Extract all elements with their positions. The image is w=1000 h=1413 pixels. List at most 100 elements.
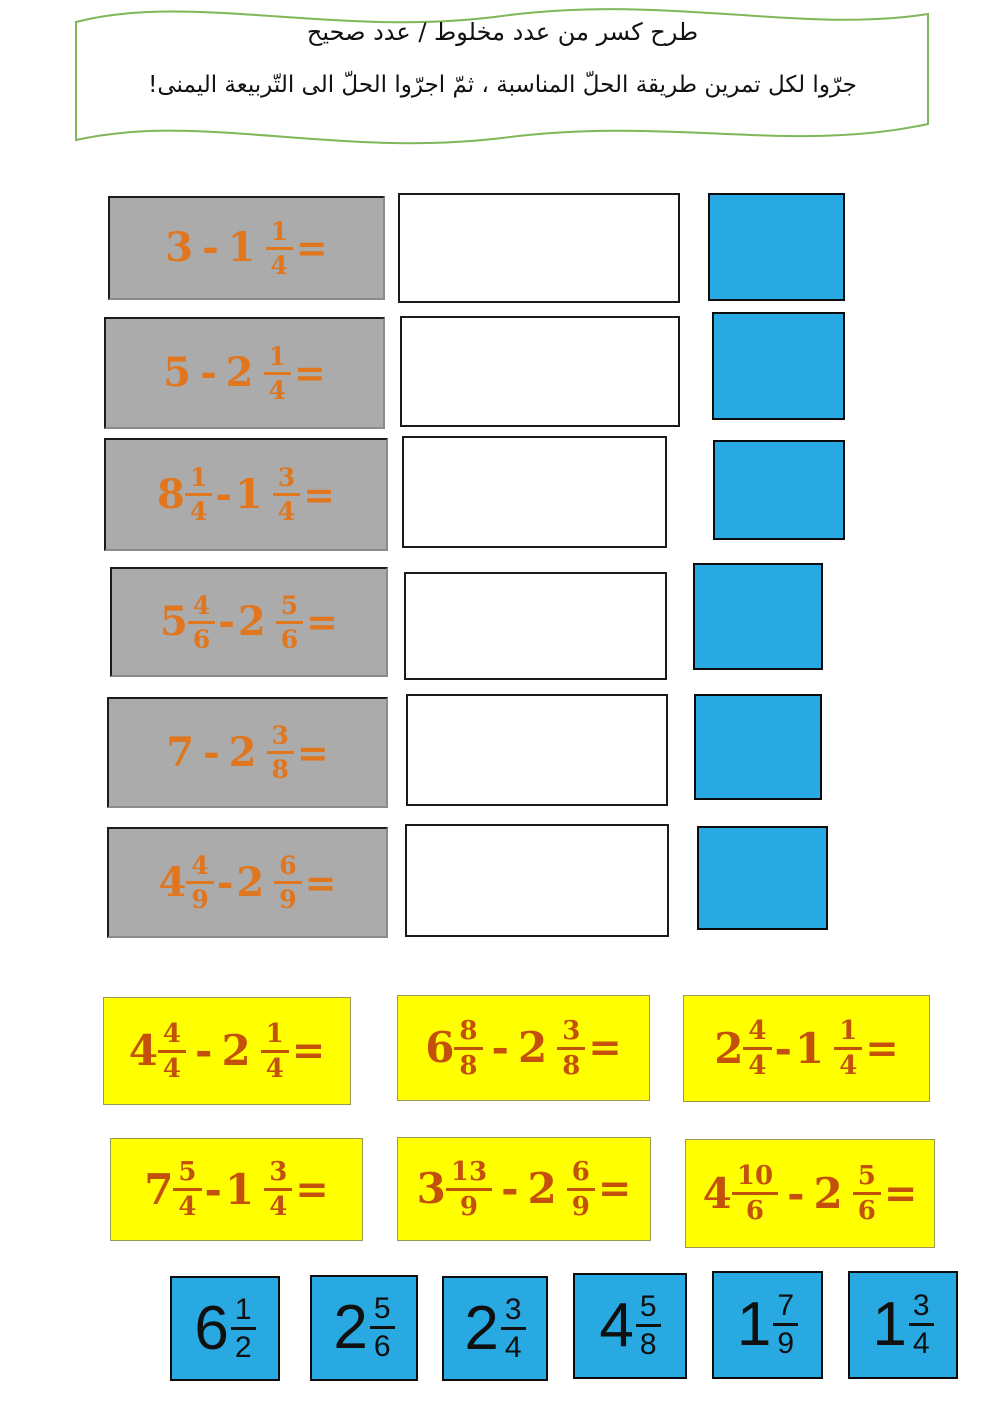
exercise-equation: 5-2 1 4 =	[163, 344, 326, 403]
exercise-card: 8 1 4-1 3 4 =	[104, 438, 388, 551]
exercise-card: 5-2 1 4 =	[104, 317, 385, 429]
whole-number: 1	[872, 1290, 907, 1359]
whole-number: 4	[128, 1026, 158, 1075]
denominator: 4	[270, 250, 288, 280]
minus-operator: -	[774, 1023, 792, 1073]
answer-dropzone[interactable]	[708, 193, 845, 301]
minus-operator: -	[195, 1026, 213, 1075]
method-card[interactable]: 7 5 4-1 3 4 =	[110, 1138, 363, 1241]
minus-operator: -	[501, 1164, 519, 1213]
method-equation: 7 5 4-1 3 4 =	[144, 1159, 329, 1220]
numerator: 1	[184, 465, 213, 496]
answer-dropzone[interactable]	[712, 312, 845, 420]
whole-number: 2	[228, 728, 257, 776]
equals-sign: =	[304, 859, 337, 905]
method-dropzone[interactable]	[404, 572, 667, 680]
whole-number: 2	[237, 598, 266, 645]
exercise-card: 5 4 6-2 5 6 =	[110, 567, 388, 677]
denominator: 9	[777, 1327, 795, 1360]
numerator: 8	[454, 1018, 483, 1050]
denominator: 8	[639, 1328, 657, 1361]
whole-number: 2	[333, 1293, 368, 1362]
denominator: 4	[277, 497, 296, 526]
answer-dropzone[interactable]	[713, 440, 845, 540]
method-dropzone[interactable]	[402, 436, 667, 548]
denominator: 9	[279, 885, 297, 914]
fraction: 10 6	[731, 1163, 779, 1224]
method-dropzone[interactable]	[406, 694, 668, 806]
numerator: 3	[908, 1291, 934, 1326]
denominator: 6	[857, 1196, 876, 1226]
denominator: 4	[748, 1051, 767, 1081]
mixed-number: 3 13 9	[417, 1159, 493, 1220]
method-card[interactable]: 6 8 8-2 3 8 =	[397, 995, 650, 1101]
numerator: 5	[852, 1163, 881, 1195]
minus-operator: -	[203, 728, 220, 776]
denominator: 8	[459, 1050, 478, 1081]
method-dropzone[interactable]	[400, 316, 680, 427]
numerator: 1	[265, 219, 293, 250]
numerator: 5	[635, 1292, 661, 1327]
minus-operator: -	[200, 349, 217, 396]
answer-dropzone[interactable]	[693, 563, 823, 670]
method-card[interactable]: 3 13 9-2 6 9 =	[397, 1137, 651, 1241]
equals-sign: =	[588, 1024, 622, 1071]
denominator: 4	[912, 1327, 930, 1360]
minus-operator: -	[787, 1168, 805, 1218]
denominator: 4	[839, 1051, 858, 1081]
numerator: 13	[445, 1159, 493, 1191]
denominator: 4	[178, 1192, 197, 1222]
denominator: 6	[192, 624, 211, 654]
denominator: 4	[268, 375, 286, 405]
equals-sign: =	[295, 225, 328, 270]
exercise-equation: 4 4 9-2 6 9 =	[159, 853, 337, 912]
numerator: 4	[743, 1018, 772, 1050]
whole-number: 6	[194, 1293, 229, 1363]
title-banner: طرح كسر من عدد مخلوط / عدد صحيح جرّوا لك…	[70, 0, 935, 170]
method-dropzone[interactable]	[405, 824, 669, 937]
fraction: 13 9	[445, 1159, 493, 1220]
method-equation: 2 4 4-1 1 4 =	[714, 1018, 899, 1079]
denominator: 8	[562, 1050, 581, 1081]
whole-number: 1	[227, 224, 256, 271]
numerator: 10	[731, 1163, 779, 1195]
numerator: 1	[834, 1018, 863, 1050]
mixed-number: 4 10 6	[703, 1163, 779, 1224]
mixed-number: 7	[166, 732, 194, 773]
method-card[interactable]: 4 10 6-2 5 6 =	[685, 1139, 935, 1248]
method-equation: 6 8 8-2 3 8 =	[425, 1018, 622, 1079]
method-dropzone[interactable]	[398, 193, 680, 303]
answer-dropzone[interactable]	[694, 694, 822, 800]
answer-dropzone[interactable]	[697, 826, 828, 930]
method-card[interactable]: 4 4 4-2 1 4 =	[103, 997, 351, 1105]
method-equation: 4 10 6-2 5 6 =	[703, 1163, 918, 1224]
method-card[interactable]: 2 4 4-1 1 4 =	[683, 995, 930, 1102]
